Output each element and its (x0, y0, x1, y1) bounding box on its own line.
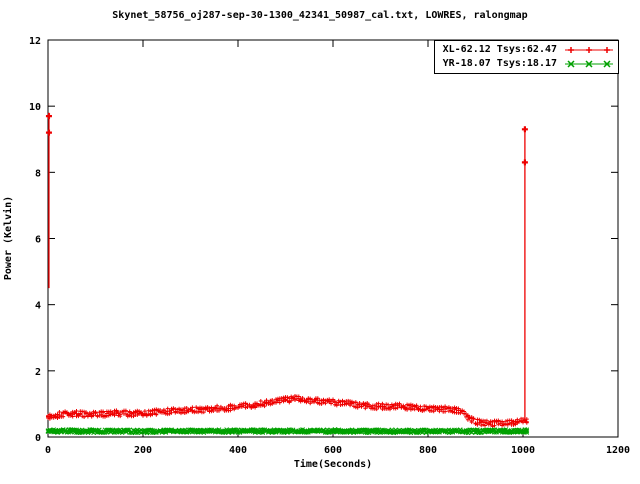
x-tick-label: 800 (419, 445, 437, 456)
series-points-0 (46, 394, 529, 429)
x-tick-label: 1200 (606, 445, 630, 456)
x-tick-label: 600 (324, 445, 342, 456)
red-plus-line-icon (565, 46, 613, 53)
x-tick-label: 0 (45, 445, 51, 456)
y-tick-label: 6 (35, 235, 41, 246)
spike-markers (521, 126, 528, 166)
plot-border (47, 39, 619, 438)
y-tick-label: 2 (35, 367, 41, 378)
chart-title: Skynet_58756_oj287-sep-30-1300_42341_509… (112, 9, 527, 21)
cross-marker-icon (567, 59, 611, 68)
y-tick-label: 0 (35, 433, 41, 444)
green-cross-line-icon (565, 59, 613, 68)
legend: XL-62.12 Tsys:62.47 YR-18.07 Tsys:18.17 (433, 40, 619, 74)
legend-label-xl: XL-62.12 Tsys:62.47 (442, 44, 557, 55)
legend-label-yr: YR-18.07 Tsys:18.17 (442, 58, 557, 69)
x-tick-label: 1000 (511, 445, 535, 456)
legend-entry-yr: YR-18.07 Tsys:18.17 (443, 57, 613, 70)
x-tick-label: 400 (229, 445, 247, 456)
series-points-1 (45, 427, 530, 436)
spike-markers (45, 113, 52, 136)
y-tick-label: 12 (29, 36, 41, 47)
y-tick-label: 10 (29, 102, 41, 113)
y-tick-label: 8 (35, 168, 41, 179)
legend-entry-xl: XL-62.12 Tsys:62.47 (443, 43, 613, 56)
y-tick-label: 4 (35, 301, 41, 312)
plus-marker-icon (568, 46, 610, 53)
x-axis-label: Time(Seconds) (294, 458, 372, 470)
y-axis-label: Power (Kelvin) (2, 196, 14, 280)
x-tick-label: 200 (134, 445, 152, 456)
